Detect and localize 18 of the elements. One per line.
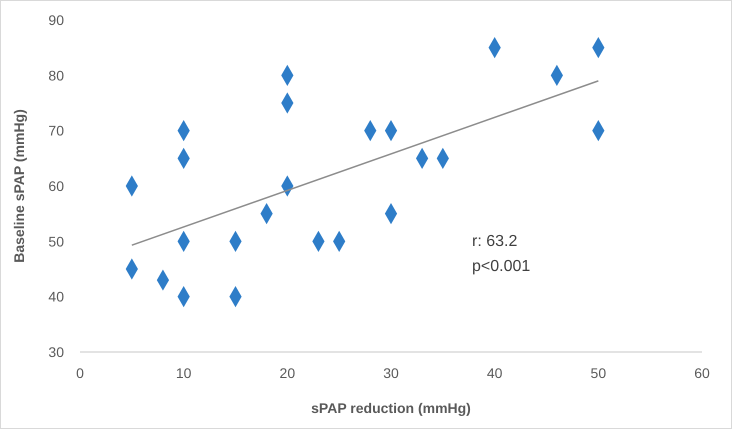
y-tick-label: 60 bbox=[48, 178, 64, 194]
x-tick-label: 40 bbox=[486, 365, 503, 381]
y-tick-label: 40 bbox=[48, 288, 64, 305]
y-tick-label: 50 bbox=[48, 233, 64, 250]
x-tick-label: 20 bbox=[280, 365, 296, 381]
x-tick-label: 0 bbox=[76, 365, 84, 381]
x-tick-label: 10 bbox=[176, 365, 192, 381]
y-tick-label: 30 bbox=[48, 344, 64, 360]
x-tick-label: 30 bbox=[383, 365, 399, 381]
annotation: p<0.001 bbox=[472, 258, 530, 275]
x-tick-label: 50 bbox=[590, 365, 606, 381]
y-tick-label: 90 bbox=[48, 12, 64, 28]
y-tick-label: 80 bbox=[48, 67, 64, 84]
y-axis-title: Baseline sPAP (mmHg) bbox=[11, 109, 27, 263]
x-tick-label: 60 bbox=[694, 365, 710, 381]
x-axis-title: sPAP reduction (mmHg) bbox=[311, 400, 471, 416]
annotation: r: 63.2 bbox=[472, 233, 518, 250]
y-tick-label: 70 bbox=[48, 122, 64, 139]
